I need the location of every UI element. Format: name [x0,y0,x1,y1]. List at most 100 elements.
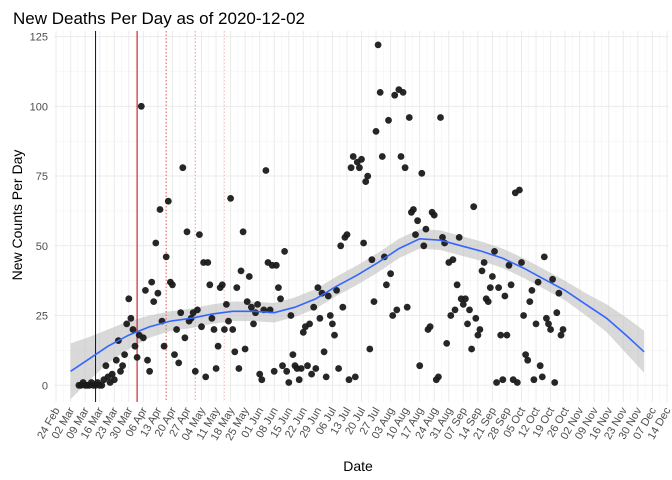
y-tick-label: 50 [36,241,48,253]
y-tick-label: 0 [42,380,48,392]
data-point [123,321,130,328]
data-point [358,156,365,163]
data-point [163,254,170,261]
data-point [288,312,295,319]
data-point [206,281,213,288]
data-point [346,376,353,383]
data-point [113,357,120,364]
data-point [535,279,542,286]
data-point [551,379,558,386]
data-point [431,212,438,219]
data-point [103,362,110,369]
data-point [454,281,461,288]
data-point [306,321,313,328]
data-point [383,281,390,288]
data-point [182,334,189,341]
data-point [310,304,317,311]
data-point [209,315,216,322]
data-point [427,323,434,330]
x-axis-title: Date [343,458,373,474]
data-point [225,318,232,325]
data-point [250,321,257,328]
data-point [348,164,355,171]
data-point [479,268,486,275]
data-point [350,153,357,160]
data-point [497,332,504,339]
data-point [273,262,280,269]
data-point [271,368,278,375]
data-point [111,376,118,383]
data-point [369,256,376,263]
data-point [520,312,527,319]
data-point [192,368,199,375]
data-point [526,298,533,305]
data-point [202,374,209,381]
data-point [504,332,511,339]
data-point [325,293,332,300]
data-point [283,368,290,375]
data-point [547,326,554,333]
data-point [524,357,531,364]
data-point [412,231,419,238]
data-point [470,203,477,210]
data-point [132,343,139,350]
data-point [211,326,218,333]
data-point [317,315,324,322]
data-point [529,287,536,294]
data-point [161,343,168,350]
data-point [491,248,498,255]
data-point [327,312,334,319]
data-point [531,376,538,383]
data-point [171,351,178,358]
data-point [177,309,184,316]
data-point [196,231,203,238]
data-point [252,309,259,316]
data-point [499,376,506,383]
data-point [142,287,149,294]
data-point [502,293,509,300]
data-point [329,321,336,328]
data-point [204,259,211,266]
data-point [244,298,251,305]
data-point [464,321,471,328]
data-point [537,362,544,369]
data-point [258,376,265,383]
data-point [391,92,398,99]
data-point [323,374,330,381]
data-point [389,312,396,319]
data-point [387,270,394,277]
data-point [516,187,523,194]
data-point [560,326,567,333]
data-point [277,295,284,302]
data-point [402,164,409,171]
data-point [335,365,342,372]
data-point [495,284,502,291]
data-point [175,360,182,367]
data-point [398,153,405,160]
data-point [375,42,382,49]
data-point [447,312,454,319]
data-point [379,153,386,160]
data-point [360,240,367,247]
data-point [404,304,411,311]
data-point [420,242,427,249]
data-point [298,365,305,372]
data-point [533,321,540,328]
data-point [198,323,205,330]
data-point [344,231,351,238]
data-point [150,298,157,305]
data-point [308,371,315,378]
data-point [231,348,238,355]
data-point [366,346,373,353]
data-point [155,290,162,297]
data-point [489,273,496,280]
data-point [296,376,303,383]
data-point [437,114,444,121]
data-point [406,114,413,121]
data-point [242,346,249,353]
data-point [508,281,515,288]
data-point [240,228,247,235]
data-point [452,307,459,314]
data-point [148,279,155,286]
data-point [144,357,151,364]
